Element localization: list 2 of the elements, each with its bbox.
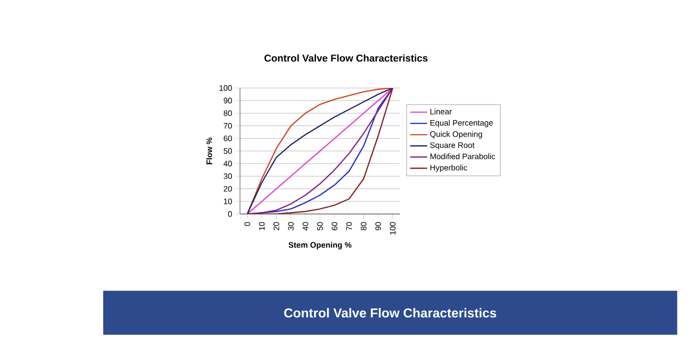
text: Control Valve Flow Characteristics	[284, 308, 496, 318]
chart-title: Control Valve Flow Characteristics	[264, 54, 428, 62]
